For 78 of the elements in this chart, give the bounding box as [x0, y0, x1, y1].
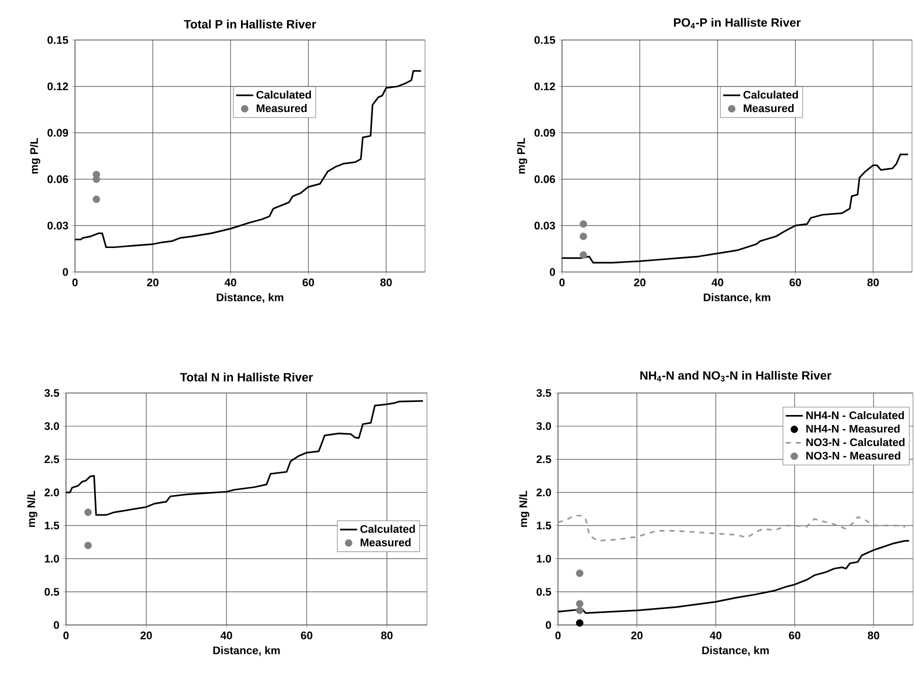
- y-tick-label: 1.0: [536, 554, 552, 563]
- x-tick-label: 40: [710, 632, 722, 640]
- point: [576, 619, 584, 627]
- x-tick-label: 40: [712, 278, 724, 286]
- y-tick-label: 2.5: [536, 455, 552, 464]
- x-tick-label: 0: [72, 278, 78, 286]
- x-axis-title: Distance, km: [216, 293, 284, 303]
- legend-label: NO3-N - Measured: [806, 452, 900, 460]
- x-tick-label: 80: [868, 632, 880, 640]
- y-tick-label: 0: [546, 621, 552, 629]
- y-tick-label: 1.5: [536, 522, 552, 530]
- y-tick-label: 0.12: [48, 82, 68, 90]
- x-axis-title: Distance, km: [213, 646, 280, 656]
- y-tick-label: 0: [54, 621, 60, 629]
- y-tick-label: 2.0: [44, 488, 60, 496]
- chart-title: NH$_{4}$-N and NO$_{3}$-N in Halliste River: [640, 370, 832, 382]
- y-tick-label: 1.0: [44, 554, 60, 563]
- legend-label: Measured: [256, 104, 307, 112]
- x-tick-label: 20: [631, 632, 643, 640]
- point: [580, 232, 588, 240]
- legend-label: Calculated: [256, 90, 311, 99]
- point: [576, 606, 584, 614]
- x-tick-label: 20: [147, 278, 158, 286]
- y-tick-label: 3.0: [44, 422, 60, 430]
- point: [576, 600, 584, 608]
- x-tick-label: 40: [220, 632, 232, 640]
- y-tick-label: 0.06: [534, 175, 556, 184]
- point: [580, 220, 588, 228]
- point: [580, 251, 588, 259]
- y-tick-label: 0.12: [534, 82, 556, 90]
- y-tick-label: 0.03: [48, 222, 68, 230]
- x-tick-label: 60: [302, 278, 314, 286]
- legend-label: NO3-N - Calculated: [806, 438, 905, 446]
- x-tick-label: 20: [140, 632, 152, 640]
- x-tick-label: 0: [555, 632, 561, 640]
- line-series: [557, 540, 910, 614]
- y-tick-label: 0.09: [48, 128, 68, 137]
- x-tick-label: 20: [634, 278, 646, 286]
- y-axis-title: mg P/L: [516, 138, 528, 174]
- x-axis-title: Distance, km: [702, 646, 769, 656]
- legend-label: Calculated: [360, 524, 415, 533]
- y-tick-label: 0.06: [48, 175, 68, 184]
- x-axis-title: Distance, km: [704, 293, 770, 303]
- y-tick-label: 0: [62, 268, 68, 276]
- y-axis-title: mg N/L: [519, 490, 530, 527]
- legend-label: NH4-N - Calculated: [806, 411, 904, 420]
- legend-label: Measured: [744, 104, 794, 112]
- y-tick-label: 3.5: [536, 389, 552, 397]
- y-tick-label: 0.5: [44, 588, 60, 596]
- y-tick-label: 3.5: [44, 389, 60, 397]
- chart-title: PO$_{4}$-P in Halliste River: [674, 18, 801, 28]
- y-tick-label: 0.15: [534, 36, 556, 44]
- legend-label: NH4-N - Measured: [806, 424, 900, 433]
- legend-label: Calculated: [743, 90, 798, 99]
- y-tick-label: 1.5: [44, 522, 60, 530]
- y-tick-label: 0: [550, 268, 556, 276]
- x-tick-label: 60: [300, 632, 312, 640]
- y-tick-label: 0.03: [534, 222, 556, 230]
- chart-title: Total P in Halliste River: [184, 20, 316, 28]
- point: [576, 570, 584, 577]
- y-tick-label: 0.09: [534, 128, 556, 137]
- point: [92, 196, 100, 203]
- x-tick-label: 60: [790, 278, 801, 286]
- chart-title: Total N in Halliste River: [180, 372, 313, 382]
- x-tick-label: 80: [380, 278, 392, 286]
- y-tick-label: 3.0: [536, 422, 552, 430]
- legend-label: Measured: [360, 538, 411, 546]
- x-tick-label: 60: [788, 632, 800, 640]
- y-axis-title: mg N/L: [27, 490, 38, 527]
- y-tick-label: 2.0: [536, 488, 552, 496]
- y-tick-label: 2.5: [44, 455, 60, 464]
- x-tick-label: 0: [559, 278, 565, 286]
- y-tick-label: 0.15: [48, 36, 68, 44]
- x-tick-label: 80: [867, 278, 879, 286]
- x-tick-label: 80: [381, 632, 393, 640]
- y-axis-title: mg P/L: [30, 138, 40, 174]
- x-tick-label: 40: [224, 278, 236, 286]
- y-tick-label: 0.5: [536, 588, 552, 596]
